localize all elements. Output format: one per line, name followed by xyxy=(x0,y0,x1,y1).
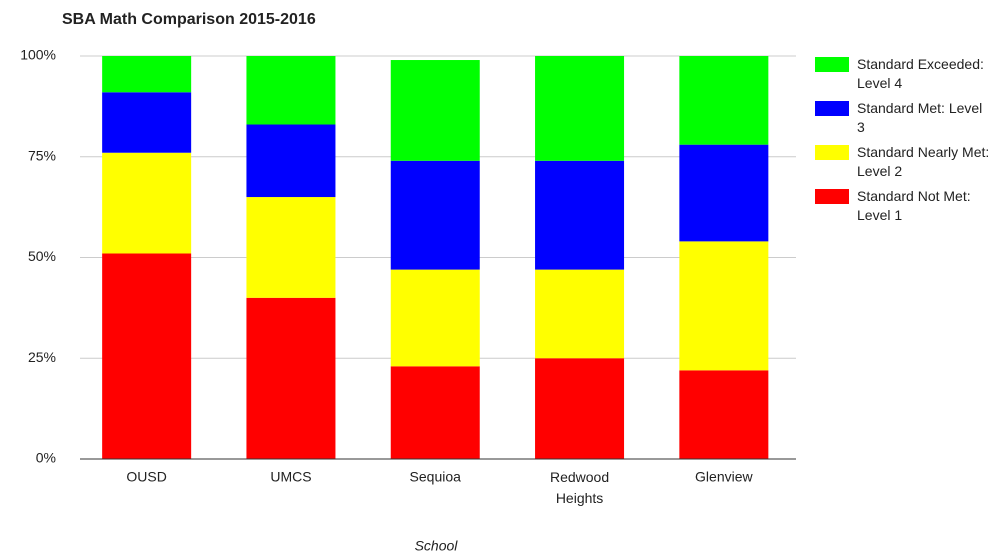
x-axis-label: School xyxy=(415,538,459,554)
bar-segment xyxy=(246,56,336,125)
bar-segment xyxy=(679,144,769,242)
bar-segment xyxy=(102,92,192,153)
bar-segment xyxy=(679,56,769,145)
x-tick-label: UMCS xyxy=(270,469,311,485)
legend-item: Standard Nearly Met: Level 2 xyxy=(815,143,995,181)
y-tick-label: 25% xyxy=(28,349,56,365)
y-tick-label: 100% xyxy=(20,47,56,63)
bar-segment xyxy=(102,56,192,93)
legend-swatch xyxy=(815,57,849,72)
bar-segment xyxy=(390,269,480,367)
bar-segment xyxy=(535,358,625,459)
bar-segment xyxy=(679,241,769,371)
x-tick-label: Sequioa xyxy=(410,469,462,485)
chart-title: SBA Math Comparison 2015-2016 xyxy=(62,11,316,28)
y-tick-label: 75% xyxy=(28,147,56,163)
bar-segment xyxy=(246,197,336,298)
x-tick-label: Glenview xyxy=(695,469,753,485)
legend-item: Standard Met: Level 3 xyxy=(815,99,995,137)
bar-segment xyxy=(102,152,192,254)
bar-segment xyxy=(535,160,625,270)
legend-swatch xyxy=(815,145,849,160)
bar-segment xyxy=(679,370,769,459)
bar-segment xyxy=(535,269,625,359)
legend-swatch xyxy=(815,189,849,204)
legend-label: Standard Nearly Met: Level 2 xyxy=(857,144,990,179)
legend-label: Standard Exceeded: Level 4 xyxy=(857,56,984,91)
bar-segment xyxy=(246,124,336,198)
bar-segment xyxy=(246,297,336,459)
y-tick-label: 0% xyxy=(36,450,56,466)
legend-item: Standard Not Met: Level 1 xyxy=(815,187,995,225)
legend-label: Standard Not Met: Level 1 xyxy=(857,188,971,223)
bar-segment xyxy=(390,366,480,459)
legend: Standard Exceeded: Level 4 Standard Met: … xyxy=(815,55,995,231)
bar-segment xyxy=(102,253,192,459)
bar-segment xyxy=(390,60,480,161)
legend-item: Standard Exceeded: Level 4 xyxy=(815,55,995,93)
bar-segment xyxy=(535,56,625,161)
y-tick-label: 50% xyxy=(28,248,56,264)
legend-label: Standard Met: Level 3 xyxy=(857,100,983,135)
legend-swatch xyxy=(815,101,849,116)
x-tick-label: OUSD xyxy=(126,469,166,485)
x-tick-label: Redwood Heights xyxy=(550,469,609,506)
bar-segment xyxy=(390,160,480,270)
